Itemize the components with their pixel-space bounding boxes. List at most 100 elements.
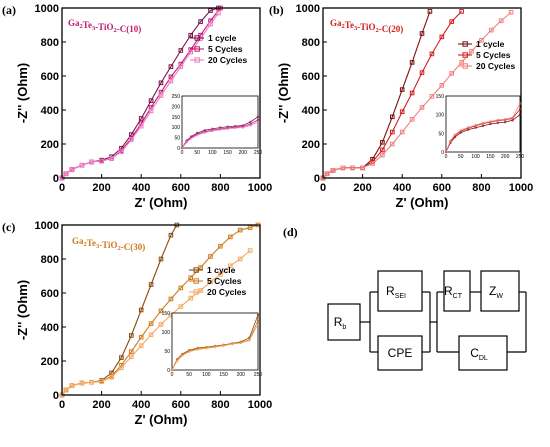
series-3-point bbox=[89, 159, 95, 165]
rb-resistor-label: Rb bbox=[334, 315, 347, 331]
inset-series-point bbox=[481, 121, 485, 125]
y-tick-label: 1000 bbox=[296, 3, 320, 15]
series-3-point bbox=[119, 149, 124, 154]
x-tick-label: 200 bbox=[92, 182, 110, 194]
series-3-point bbox=[439, 83, 445, 88]
x-tick-label: 0 bbox=[59, 182, 65, 194]
x-tick-label: 400 bbox=[132, 399, 150, 411]
series-3-point bbox=[216, 10, 221, 16]
cpe-element bbox=[377, 335, 423, 371]
series-2-point bbox=[148, 321, 154, 326]
legend-marker bbox=[462, 52, 468, 58]
x-tick-label: 1000 bbox=[509, 182, 533, 194]
series-3-point bbox=[208, 21, 213, 27]
series-2-point bbox=[429, 51, 435, 57]
y-tick-label: 800 bbox=[41, 37, 59, 49]
series-1-point bbox=[148, 98, 154, 103]
legend-marker bbox=[193, 267, 199, 273]
series-3-point bbox=[429, 94, 435, 99]
series-2-point bbox=[168, 74, 174, 80]
series-3-point bbox=[109, 374, 114, 380]
series-3-point bbox=[188, 49, 193, 55]
inset-series-point bbox=[213, 345, 217, 349]
series-1-point bbox=[399, 87, 405, 92]
series-2-point bbox=[439, 34, 445, 40]
y-axis-label: -Z'' (Ohm) bbox=[15, 280, 30, 340]
series-1-point bbox=[148, 282, 154, 287]
series-3-line bbox=[322, 11, 512, 179]
series-2-point bbox=[247, 225, 253, 230]
inset-series-point bbox=[233, 126, 237, 130]
series-3-point bbox=[330, 168, 336, 173]
series-3-point bbox=[370, 161, 375, 166]
series-3-point bbox=[324, 171, 330, 177]
legend-label: 20 Cycles bbox=[208, 55, 247, 65]
sample-label: Ga2Te3-TiO2-C(10) bbox=[68, 18, 141, 34]
inset-y-tick-label: 100 bbox=[172, 125, 181, 131]
inset-series-point bbox=[503, 117, 507, 121]
zw-element bbox=[480, 270, 520, 312]
legend-label: 1 cycle bbox=[476, 39, 505, 49]
inset-series-point bbox=[205, 347, 208, 350]
series-3-point bbox=[469, 49, 474, 54]
series-3-point bbox=[79, 162, 85, 168]
inset-series-point bbox=[474, 123, 477, 127]
inset-x-tick-label: 50 bbox=[186, 372, 192, 378]
inset-frame bbox=[181, 95, 259, 149]
series-3-point bbox=[198, 36, 203, 41]
inset-x-tick-label: 200 bbox=[239, 150, 248, 156]
inset-series-point bbox=[195, 133, 199, 137]
x-tick-label: 0 bbox=[59, 399, 65, 411]
y-tick-label: 600 bbox=[41, 71, 59, 83]
inset-y-tick-label: 0 bbox=[167, 368, 170, 374]
series-2-point bbox=[178, 285, 184, 291]
series-1-point bbox=[138, 116, 144, 121]
inset-y-tick-label: 50 bbox=[438, 131, 444, 137]
y-tick-label: 600 bbox=[41, 288, 59, 300]
inset-y-tick-label: 200 bbox=[172, 104, 181, 110]
series-1-point bbox=[158, 80, 164, 86]
inset-plot: 0 50 100 150 200 250 0 50 100 150 200 250 bbox=[172, 94, 263, 156]
cpe-element-label: CPE bbox=[388, 346, 413, 360]
inset-y-tick-label: 100 bbox=[162, 330, 171, 336]
series-1-point bbox=[409, 60, 415, 65]
y-tick-label: 1000 bbox=[35, 220, 59, 232]
series-1-point bbox=[138, 307, 144, 313]
x-tick-label: 200 bbox=[353, 182, 371, 194]
plot-frame bbox=[322, 7, 522, 179]
series-1-point bbox=[390, 114, 395, 120]
zw-element-label: ZW bbox=[489, 284, 503, 300]
sample-label: Ga2Te3-TiO2-C(20) bbox=[330, 18, 403, 34]
series-2-point bbox=[188, 275, 193, 280]
series-1-point bbox=[168, 64, 174, 69]
series-2-point bbox=[129, 349, 134, 354]
inset-plot: 0 50 100 150 200 250 0 50 100 150 bbox=[436, 94, 525, 160]
series-2-point bbox=[390, 129, 395, 135]
series-3-point bbox=[188, 295, 193, 301]
rct-resistor bbox=[443, 270, 471, 312]
y-tick-label: 400 bbox=[41, 322, 59, 334]
inset-x-tick-label: 50 bbox=[458, 154, 464, 160]
x-axis-label: Z' (Ohm) bbox=[135, 195, 188, 210]
inset-series-point bbox=[248, 339, 251, 342]
inset-x-tick-label: 250 bbox=[516, 154, 525, 160]
series-2-point bbox=[419, 70, 425, 75]
inset-x-tick-label: 0 bbox=[171, 372, 174, 378]
inset-y-tick-label: 100 bbox=[436, 113, 445, 119]
inset-series-point bbox=[518, 113, 522, 116]
series-3-point bbox=[409, 117, 415, 122]
series-3-point bbox=[79, 380, 85, 386]
series-3-point bbox=[158, 322, 164, 327]
x-tick-label: 800 bbox=[472, 182, 490, 194]
series-3-point bbox=[459, 60, 464, 65]
plot-frame bbox=[61, 224, 261, 396]
chart-panel-2: (b)0 200 400 600 800 100002004006008001000Z' … bbox=[269, 3, 533, 210]
rb-resistor bbox=[327, 303, 361, 341]
inset-series-point bbox=[181, 354, 184, 357]
series-3-point bbox=[390, 141, 395, 147]
inset-series-point bbox=[249, 122, 252, 126]
inset-series-point bbox=[256, 319, 260, 322]
inset-x-tick-label: 100 bbox=[202, 372, 211, 378]
inset-y-tick-label: 250 bbox=[172, 94, 181, 100]
